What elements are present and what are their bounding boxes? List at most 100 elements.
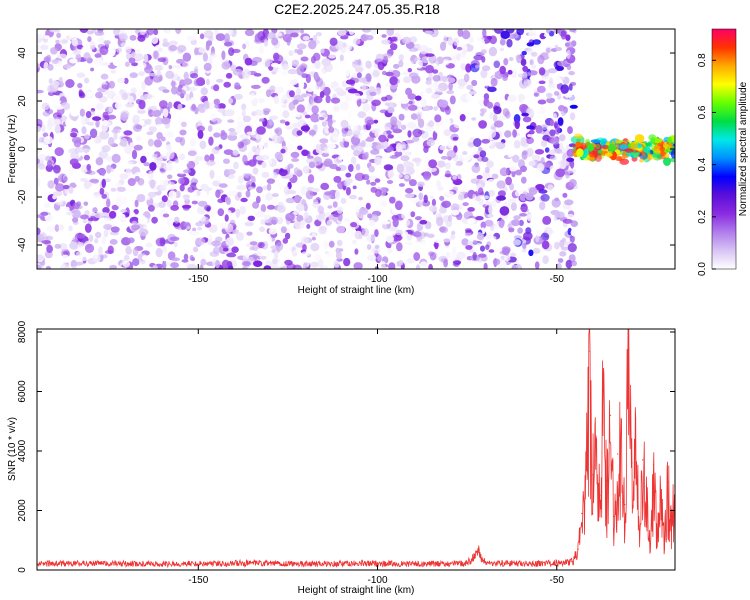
spectrogram-cell (289, 79, 298, 86)
snr-point (556, 562, 558, 564)
spectrogram-cell (86, 164, 91, 171)
spectrogram-cell (308, 129, 317, 136)
spectrogram-cell (619, 144, 629, 150)
spectrogram-cell (439, 195, 445, 201)
spectrogram-cell (302, 165, 310, 174)
spectrogram-cell (360, 140, 366, 148)
snr-point (448, 562, 450, 565)
spectrogram-cell (461, 63, 466, 71)
spectrogram-cell (554, 197, 559, 202)
spectrogram-cell (322, 86, 331, 96)
spectrogram-cell (537, 163, 545, 172)
spectrogram-cell (215, 33, 226, 41)
spectrogram-cell (209, 169, 215, 179)
spectrogram-cell (452, 136, 459, 141)
spectrogram-cell (142, 254, 149, 261)
spectrogram-cell (182, 61, 190, 68)
spectrogram-cell (569, 234, 575, 244)
spectrogram-cell (347, 88, 358, 94)
spectrogram-cell (396, 242, 403, 252)
snr-point (631, 462, 633, 464)
spectrogram-cell (94, 31, 105, 36)
x-tick-label: -100 (367, 274, 387, 285)
spectrogram-cell (192, 227, 197, 232)
spectrogram-cell (214, 146, 221, 151)
spectrogram-cell (480, 69, 488, 79)
spectrogram-cell (120, 42, 128, 48)
spectrogram-cell (238, 266, 243, 269)
spectrogram-cell (208, 224, 218, 233)
spectrogram-cell (256, 186, 263, 194)
spectrogram-cell (53, 164, 61, 174)
spectrogram-cell (175, 136, 183, 143)
spectrogram-cell (340, 119, 349, 129)
spectrogram-cell (292, 122, 301, 129)
spectrogram-cell (439, 41, 447, 52)
spectrogram-cell (40, 211, 49, 216)
spectrogram-cell (153, 139, 162, 148)
colorbar-label: Normalized spectral amplitude (738, 81, 749, 216)
spectrogram-cell (38, 142, 46, 150)
spectrogram-cell (451, 59, 457, 64)
spectrogram-cell (521, 99, 529, 103)
spectrogram-cell (177, 45, 187, 53)
spectrogram-cell (221, 61, 231, 70)
spectrogram-cell (46, 108, 54, 115)
spectrogram-cell (45, 164, 54, 172)
spectrogram-cell (255, 134, 261, 140)
spectrogram-cell (171, 79, 176, 88)
spectrogram-cell (38, 33, 46, 39)
spectrogram-cell (284, 232, 291, 240)
spectrogram-cell (48, 78, 53, 84)
spectrogram-cell (364, 151, 369, 157)
spectrogram-cell (324, 126, 330, 134)
spectrogram-cell (46, 225, 56, 233)
spectrogram-cell (151, 216, 158, 224)
spectrogram-cell (510, 252, 516, 257)
spectrogram-cell (493, 247, 503, 253)
spectrogram-cell (226, 197, 232, 205)
spectrogram-cell (375, 205, 385, 212)
spectrogram-cell (509, 166, 517, 172)
spectrogram-cell (557, 117, 564, 126)
spectrogram-cell (101, 62, 111, 66)
spectrogram-cell (37, 89, 44, 94)
spectrogram-cell (155, 224, 164, 233)
spectrogram-cell (414, 242, 422, 251)
spectrogram-cell (81, 256, 87, 262)
spectrogram-cell (438, 99, 449, 108)
spectrogram-cell (92, 116, 102, 121)
spectrogram-cell (482, 65, 491, 72)
spectrogram-cell (330, 97, 341, 104)
spectrogram-cell (69, 158, 79, 166)
spectrogram-cell (663, 157, 671, 166)
spectrogram-cell (513, 235, 523, 240)
spectrogram-cell (514, 190, 521, 197)
spectrogram-cell (319, 138, 329, 144)
spectrogram-cell (196, 190, 201, 197)
spectrogram-cell (134, 175, 140, 182)
spectrogram-cell (362, 103, 371, 112)
spectrogram-cell (142, 224, 147, 229)
spectrogram-cell (199, 250, 206, 260)
spectrogram-cell (76, 201, 82, 207)
spectrogram-cell (275, 242, 284, 251)
spectrogram-cell (361, 227, 369, 237)
spectrogram-cell (375, 87, 382, 95)
spectrogram-cell (344, 68, 350, 77)
spectrogram-cell (335, 166, 342, 172)
spectrogram-cell (590, 139, 601, 144)
spectrogram-cell (232, 229, 239, 235)
spectrogram-cell (342, 42, 347, 48)
spectrogram-cell (482, 177, 487, 183)
spectrogram-cell (53, 118, 61, 126)
spectrogram-cell (268, 171, 278, 179)
spectrogram-cell (468, 249, 475, 253)
spectrogram-cell (249, 241, 258, 246)
spectrogram-cell (335, 250, 342, 260)
snr-point (624, 503, 626, 506)
spectrogram-cell (200, 216, 210, 225)
spectrogram-cell (527, 47, 533, 55)
spectrogram-cell (314, 60, 321, 69)
spectrogram-cell (522, 116, 532, 123)
